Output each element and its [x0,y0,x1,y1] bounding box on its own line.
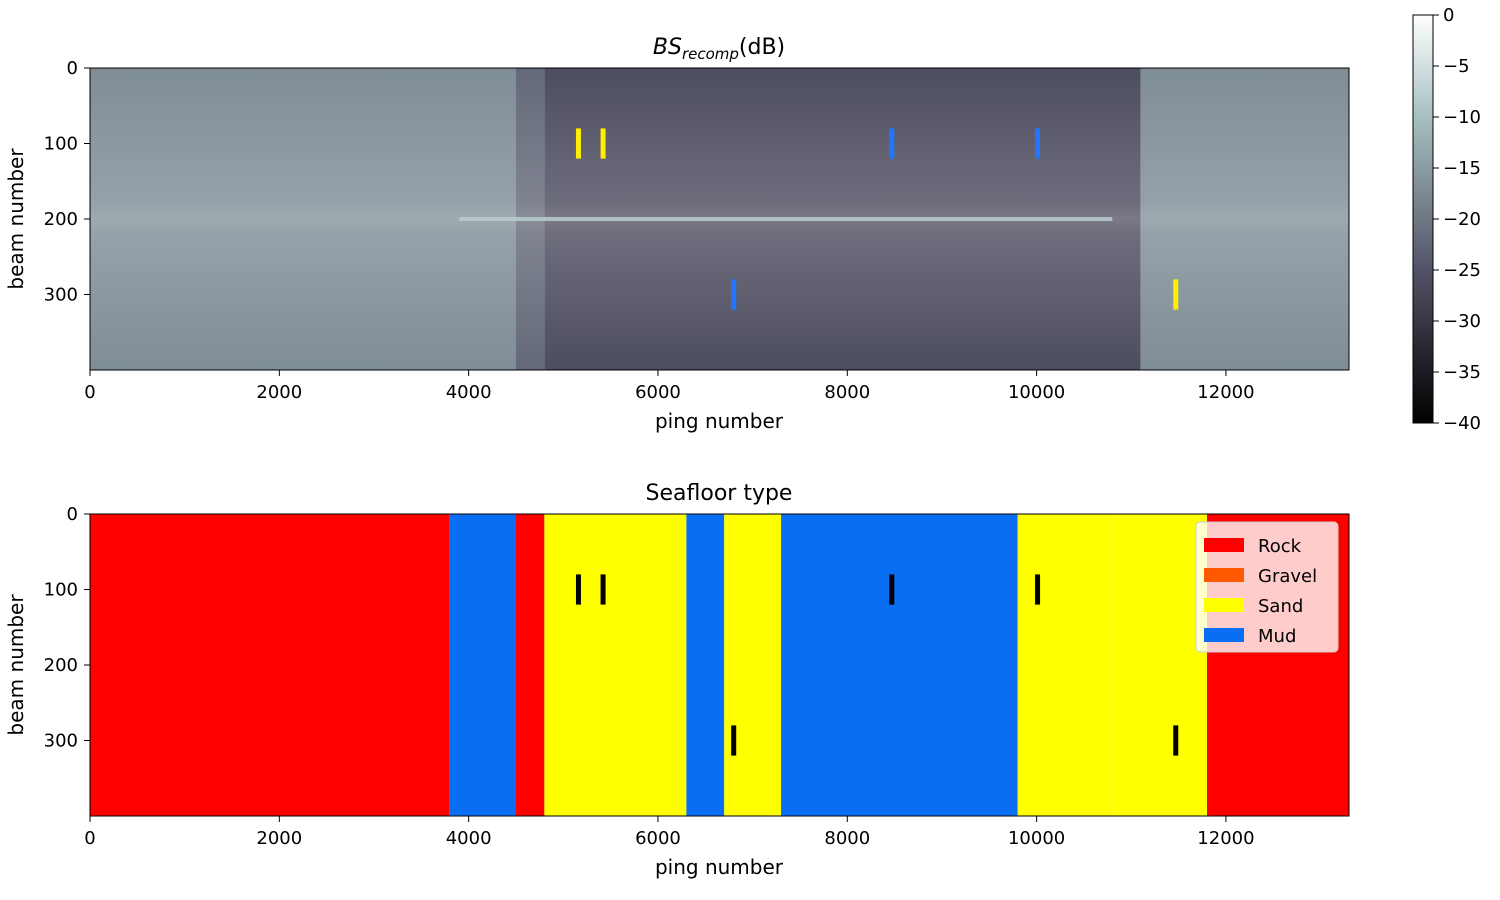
backscatter-x-tick-label: 12000 [1197,382,1254,403]
colorbar-tick-label: −15 [1443,158,1481,179]
seafloor-marker [1035,574,1041,605]
backscatter-nadir-line [459,217,1113,221]
seafloor-y-tick-label: 300 [44,731,78,752]
seafloor-region-sand [544,514,687,816]
legend-swatch-sand [1204,598,1244,612]
backscatter-x-ticks: 0 2000 4000 6000 8000 10000 12000 [84,370,1255,403]
legend-label-sand: Sand [1258,596,1303,617]
seafloor-marker [600,574,606,605]
backscatter-y-label: beam number [4,148,28,290]
backscatter-x-tick-label: 10000 [1008,382,1065,403]
seafloor-x-tick-label: 2000 [256,828,302,849]
colorbar-ticks: 0 −5 −10 −15 −20 −25 −30 −35 −40 [1433,5,1481,434]
colorbar-tick-label: −10 [1443,107,1481,128]
seafloor-x-ticks: 0 2000 4000 6000 8000 10000 12000 [84,816,1255,849]
seafloor-x-tick-label: 12000 [1197,828,1254,849]
backscatter-marker [600,128,606,159]
legend-swatch-rock [1204,538,1244,552]
backscatter-marker [1035,128,1041,159]
backscatter-x-tick-label: 0 [84,382,95,403]
seafloor-region-mud [686,514,725,816]
seafloor-title: Seafloor type [646,481,793,506]
seafloor-y-tick-label: 0 [67,504,78,525]
seafloor-panel: Seafloor type 0 2000 4000 6000 8000 10000 1200… [4,481,1350,879]
backscatter-x-label: ping number [655,409,784,433]
backscatter-x-tick-label: 8000 [824,382,870,403]
seafloor-marker [889,574,895,605]
legend-box [1195,521,1339,653]
backscatter-y-ticks: 0 100 200 300 [44,58,90,306]
seafloor-markers [575,574,1179,756]
seafloor-region-sand [1112,514,1208,816]
backscatter-marker [889,128,895,159]
colorbar-tick-label: −20 [1443,209,1481,230]
colorbar-tick-label: −25 [1443,260,1481,281]
seafloor-x-tick-label: 8000 [824,828,870,849]
backscatter-marker [575,128,581,159]
seafloor-legend: Rock Gravel Sand Mud [1195,521,1339,653]
seafloor-marker [731,725,737,756]
backscatter-title-suffix: (dB) [739,35,785,60]
colorbar: 0 −5 −10 −15 −20 −25 −30 −35 −40 [1412,5,1481,434]
backscatter-markers [575,128,1179,310]
seafloor-y-tick-label: 200 [44,655,78,676]
legend-swatch-mud [1204,628,1244,642]
seafloor-marker [1173,725,1179,756]
backscatter-y-tick-label: 200 [44,209,78,230]
seafloor-x-tick-label: 4000 [446,828,492,849]
seafloor-region-sand [1017,514,1113,816]
seafloor-region-rock [90,514,450,816]
seafloor-y-tick-label: 100 [44,580,78,601]
colorbar-tick-label: −30 [1443,311,1481,332]
colorbar-tick-label: −40 [1443,413,1481,434]
backscatter-x-tick-label: 4000 [446,382,492,403]
colorbar-tick-label: −5 [1443,56,1470,77]
legend-label-gravel: Gravel [1258,566,1317,587]
seafloor-y-label: beam number [4,594,28,736]
seafloor-y-ticks: 0 100 200 300 [44,504,90,752]
backscatter-title-text: BSrecomp(dB) [653,35,785,63]
backscatter-x-tick-label: 2000 [256,382,302,403]
backscatter-title: BSrecomp(dB) [653,35,785,63]
colorbar-tick-label: 0 [1443,5,1454,26]
backscatter-y-tick-label: 300 [44,285,78,306]
colorbar-tick-label: −35 [1443,362,1481,383]
backscatter-y-tick-label: 0 [67,58,78,79]
backscatter-marker [731,279,737,310]
backscatter-x-tick-label: 6000 [635,382,681,403]
seafloor-x-tick-label: 6000 [635,828,681,849]
seafloor-marker [575,574,581,605]
seafloor-region-mud [449,514,516,816]
legend-swatch-gravel [1204,568,1244,582]
seafloor-class-map [90,514,1349,816]
seafloor-x-tick-label: 10000 [1008,828,1065,849]
seafloor-region-rock [515,514,545,816]
seafloor-region-sand [724,514,782,816]
legend-label-rock: Rock [1258,536,1302,557]
seafloor-x-tick-label: 0 [84,828,95,849]
backscatter-marker [1173,279,1179,310]
backscatter-panel: BSrecomp(dB) 0 2000 4000 6000 8000 10000 12000… [4,35,1350,433]
legend-label-mud: Mud [1258,626,1296,647]
seafloor-region-mud [781,514,1018,816]
seafloor-x-label: ping number [655,855,784,879]
backscatter-nadir-stripe [459,217,1113,221]
backscatter-title-main: BS [653,35,682,60]
colorbar-gradient [1412,14,1434,424]
backscatter-y-tick-label: 100 [44,134,78,155]
backscatter-title-subscript: recomp [682,45,739,63]
